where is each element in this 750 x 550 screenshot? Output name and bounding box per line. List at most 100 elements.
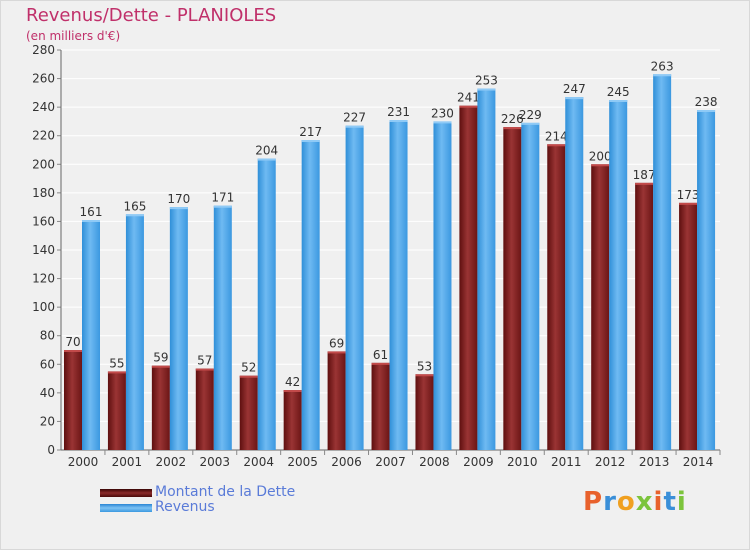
chart-subtitle: (en milliers d'€) — [26, 29, 121, 43]
x-tick-label: 2001 — [112, 455, 143, 469]
x-tick-label: 2002 — [156, 455, 187, 469]
data-label-dette: 61 — [373, 348, 388, 362]
data-label-revenus: 263 — [651, 59, 674, 73]
bar-dette-top — [679, 202, 698, 205]
y-tick-label: 160 — [32, 214, 55, 228]
bar-dette-top — [107, 371, 126, 374]
data-label-revenus: 238 — [695, 95, 718, 109]
logo-letter: r — [603, 487, 617, 517]
data-label-dette: 226 — [501, 112, 524, 126]
bar-revenus — [301, 140, 320, 450]
data-label-revenus: 171 — [211, 191, 234, 205]
data-label-dette: 59 — [153, 351, 168, 365]
bar-revenus — [82, 220, 100, 450]
data-label-revenus: 247 — [563, 82, 586, 96]
bar-dette-top — [415, 374, 434, 377]
logo-letter: x — [635, 487, 654, 517]
data-label-dette: 70 — [65, 335, 80, 349]
bar-revenus — [521, 122, 540, 450]
data-label-revenus: 229 — [519, 108, 542, 122]
bar-dette — [679, 202, 698, 450]
bar-dette-top — [151, 365, 170, 368]
y-tick-label: 40 — [40, 386, 55, 400]
logo-letter: o — [616, 487, 636, 517]
data-label-dette: 55 — [109, 356, 124, 370]
data-label-dette: 200 — [589, 149, 612, 163]
x-tick-label: 2011 — [551, 455, 582, 469]
data-label-revenus: 165 — [123, 199, 146, 213]
bar-revenus-top — [609, 100, 628, 102]
y-tick-label: 200 — [32, 157, 55, 171]
bar-revenus-top — [653, 74, 672, 77]
legend-swatch-dette — [100, 489, 152, 497]
bar-revenus — [169, 207, 188, 450]
legend-swatch-revenus — [100, 504, 152, 512]
x-tick-label: 2006 — [331, 455, 362, 469]
bar-revenus — [477, 88, 496, 451]
data-label-revenus: 227 — [343, 111, 366, 125]
x-tick-label: 2013 — [639, 455, 670, 469]
data-label-revenus: 231 — [387, 105, 410, 119]
y-tick-label: 140 — [32, 243, 55, 257]
x-tick-label: 2003 — [199, 455, 230, 469]
bar-dette-top — [459, 105, 478, 108]
data-label-dette: 173 — [677, 188, 700, 202]
bar-dette — [327, 351, 346, 450]
y-tick-label: 180 — [32, 186, 55, 200]
bar-revenus-top — [697, 110, 716, 112]
bar-dette — [635, 182, 654, 450]
data-label-revenus: 245 — [607, 85, 630, 99]
x-tick-label: 2010 — [507, 455, 538, 469]
bar-revenus — [213, 205, 232, 450]
bar-revenus-top — [521, 122, 540, 125]
bar-dette — [459, 105, 478, 450]
bar-revenus — [345, 125, 364, 450]
y-tick-label: 220 — [32, 129, 55, 143]
chart-title: Revenus/Dette - PLANIOLES — [26, 5, 277, 26]
bar-revenus-top — [477, 88, 496, 91]
logo-letter: i — [653, 487, 664, 517]
legend-label-dette: Montant de la Dette — [155, 484, 296, 500]
y-tick-label: 20 — [40, 414, 55, 428]
bar-dette — [415, 374, 434, 450]
bar-revenus — [653, 74, 672, 451]
bar-revenus-top — [257, 158, 276, 161]
bar-dette-top — [283, 390, 302, 392]
legend-label-revenus: Revenus — [155, 499, 215, 515]
bar-dette-top — [371, 362, 390, 365]
bar-revenus-top — [213, 205, 232, 208]
y-tick-label: 240 — [32, 100, 55, 114]
bar-dette — [107, 371, 126, 450]
bar-revenus — [697, 110, 716, 450]
bar-revenus-top — [125, 214, 144, 217]
logo-letter: i — [676, 487, 687, 517]
data-label-dette: 52 — [241, 361, 256, 375]
bar-dette — [239, 375, 258, 450]
bar-dette-top — [503, 127, 522, 130]
bar-revenus-top — [82, 220, 100, 222]
logo-letter: t — [663, 487, 677, 517]
data-label-revenus: 161 — [80, 205, 103, 219]
bar-dette — [151, 365, 170, 450]
data-label-dette: 187 — [633, 168, 656, 182]
x-tick-label: 2005 — [287, 455, 318, 469]
bar-dette — [64, 350, 82, 450]
bar-dette — [195, 368, 214, 450]
bar-dette — [503, 127, 522, 451]
data-label-dette: 57 — [197, 354, 212, 368]
proxiti-logo: Proxiti — [583, 487, 687, 517]
x-tick-label: 2004 — [243, 455, 274, 469]
y-tick-label: 120 — [32, 272, 55, 286]
data-label-dette: 42 — [285, 375, 300, 389]
x-tick-label: 2012 — [595, 455, 626, 469]
bar-dette-top — [195, 368, 214, 371]
y-tick-label: 260 — [32, 72, 55, 86]
bar-revenus-top — [301, 140, 320, 142]
bar-revenus — [433, 121, 452, 450]
bar-dette-top — [327, 351, 346, 354]
bar-dette-top — [547, 144, 566, 147]
data-label-dette: 53 — [417, 359, 432, 373]
x-tick-label: 2000 — [68, 455, 99, 469]
bar-dette — [371, 362, 390, 450]
logo-letter: P — [583, 487, 604, 517]
